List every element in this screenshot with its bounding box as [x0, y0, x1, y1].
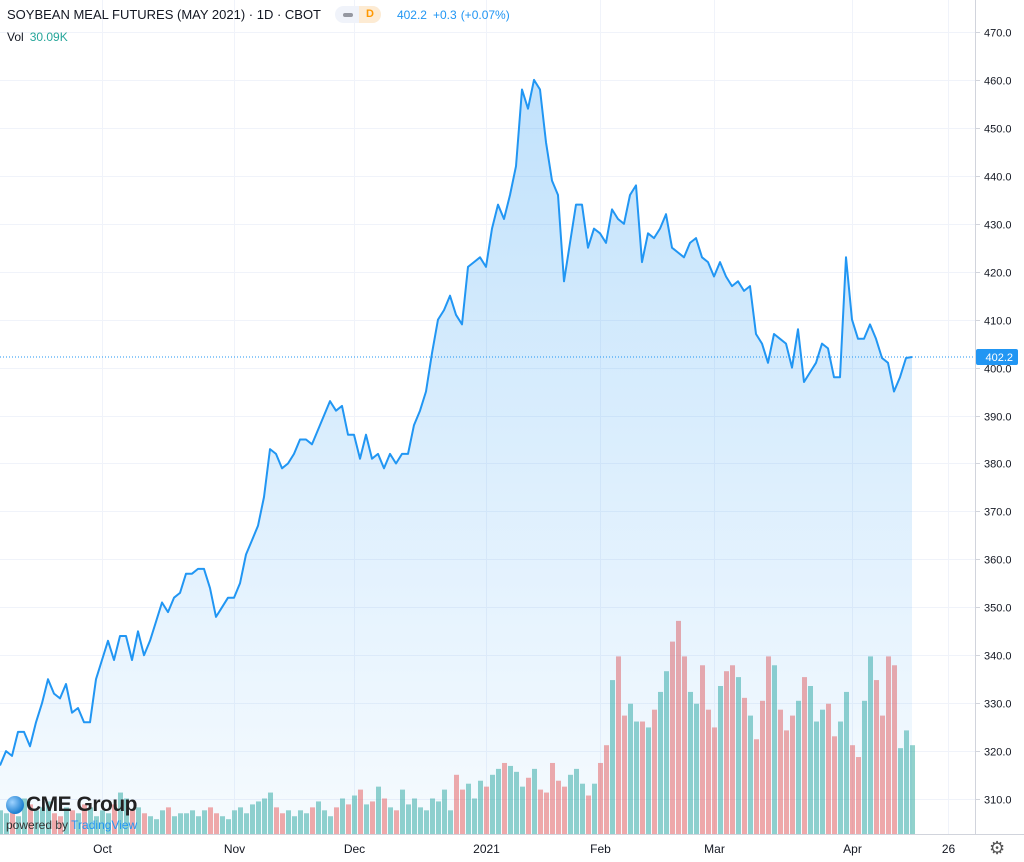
y-tick-label: 380.0: [984, 459, 1012, 471]
x-axis: Oct Nov Dec 2021 Feb Mar Apr 26: [93, 842, 955, 856]
y-tick-label: 350.0: [984, 603, 1012, 615]
volume-value: 30.09K: [29, 30, 68, 44]
x-tick-label: 2021: [473, 842, 500, 856]
x-tick-label: Nov: [224, 842, 245, 856]
x-tick-label: Apr: [843, 842, 862, 856]
y-tick-label: 420.0: [984, 268, 1012, 280]
globe-icon: [6, 796, 24, 814]
minus-icon: [343, 12, 353, 17]
last-price-badge: 402.2: [976, 349, 1018, 366]
x-tick-label: Dec: [344, 842, 365, 856]
interval-toggle[interactable]: D: [335, 6, 381, 23]
volume-label: Vol: [7, 30, 24, 44]
x-tick-label: 26: [942, 842, 956, 856]
y-tick-label: 390.0: [984, 412, 1012, 424]
powered-by-text: powered by: [6, 818, 69, 832]
y-tick-label: 440.0: [984, 172, 1012, 184]
price-line: [0, 78, 913, 766]
y-tick-label: 410.0: [984, 316, 1012, 328]
x-tick-label: Oct: [93, 842, 112, 856]
y-tick-label: 430.0: [984, 220, 1012, 232]
symbol-title: SOYBEAN MEAL FUTURES (MAY 2021) · 1D · C…: [7, 7, 321, 22]
x-tick-label: Mar: [704, 842, 725, 856]
cme-logo[interactable]: CME Group powered by TradingView: [6, 793, 138, 832]
volume-bar: [910, 745, 915, 834]
price-change-pct: (+0.07%): [460, 7, 510, 22]
y-tick-label: 470.0: [984, 28, 1012, 40]
y-tick-label: 460.0: [984, 76, 1012, 88]
chart-header: SOYBEAN MEAL FUTURES (MAY 2021) · 1D · C…: [7, 6, 510, 23]
logo-brand: CME Group: [26, 793, 138, 816]
y-tick-label: 360.0: [984, 555, 1012, 567]
y-tick-label: 320.0: [984, 747, 1012, 759]
interval-badge: D: [359, 6, 381, 23]
y-axis: 470.0 460.0 450.0 440.0 430.0 420.0 410.0 400.0…: [975, 28, 1012, 807]
volume-legend: Vol 30.09K: [7, 30, 68, 44]
x-tick-label: Feb: [590, 842, 611, 856]
price-area: [0, 79, 912, 834]
price-change: +0.3: [432, 7, 457, 22]
y-tick-label: 340.0: [984, 651, 1012, 663]
tradingview-link[interactable]: TradingView: [71, 818, 138, 832]
y-tick-label: 450.0: [984, 124, 1012, 136]
last-price: 402.2: [396, 7, 427, 22]
y-tick-label: 370.0: [984, 507, 1012, 519]
y-tick-label: 400.0: [984, 364, 1012, 376]
gear-icon[interactable]: ⚙: [989, 838, 1006, 858]
y-tick-label: 310.0: [984, 795, 1012, 807]
y-tick-label: 330.0: [984, 699, 1012, 711]
last-price-label: 402.2: [985, 352, 1013, 364]
